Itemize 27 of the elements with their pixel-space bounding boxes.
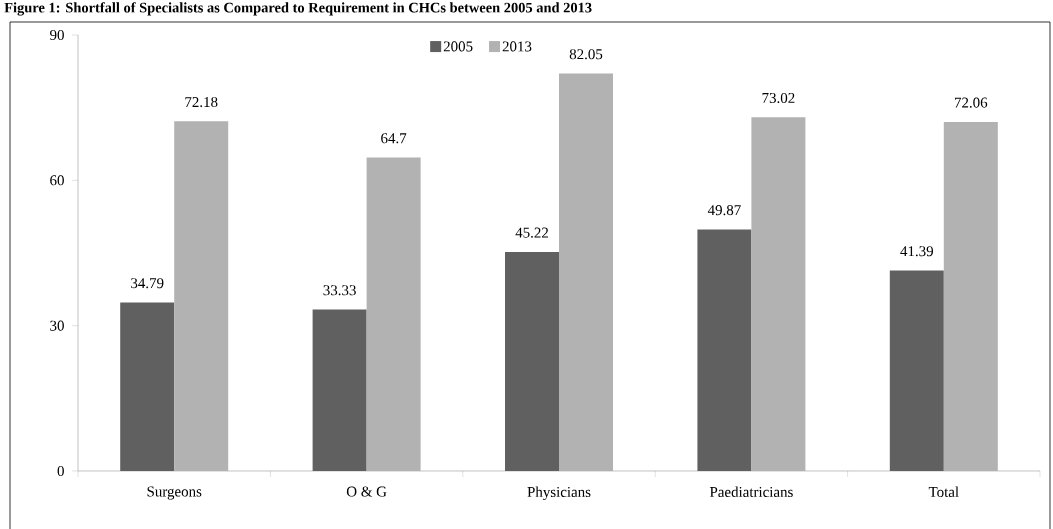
data-label: 72.18 <box>185 96 218 108</box>
data-label: 72.06 <box>954 97 988 108</box>
bar <box>174 121 229 471</box>
data-label: 49.87 <box>707 205 741 216</box>
y-tick-label: 90 <box>50 29 64 41</box>
legend-label: 2005 <box>443 41 473 52</box>
y-tick-label: 30 <box>50 320 64 331</box>
x-tick-label: O & G <box>346 486 387 497</box>
bar <box>751 117 806 471</box>
data-label: 33.33 <box>323 285 356 296</box>
legend-label: 2013 <box>502 41 532 52</box>
x-tick-label: Physicians <box>527 486 591 501</box>
bar <box>366 157 421 471</box>
y-tick-label: 0 <box>57 465 64 477</box>
x-tick-label: Paediatricians <box>709 486 793 498</box>
bar <box>943 121 998 471</box>
bar <box>559 73 614 471</box>
data-label: 34.79 <box>131 278 164 289</box>
y-tick-label: 60 <box>50 175 64 186</box>
data-label: 73.02 <box>762 92 795 104</box>
data-label: 82.05 <box>569 49 603 60</box>
x-tick-label: Surgeons <box>147 486 202 500</box>
data-label: 41.39 <box>900 246 934 257</box>
chart-title: Figure 1: Shortfall of Specialists as Compared to Requirement in CHCs between 2005 and 2013 <box>4 2 592 16</box>
x-tick-label: Total <box>928 486 959 498</box>
data-label: 64.7 <box>381 133 407 144</box>
data-label: 45.22 <box>515 227 548 238</box>
